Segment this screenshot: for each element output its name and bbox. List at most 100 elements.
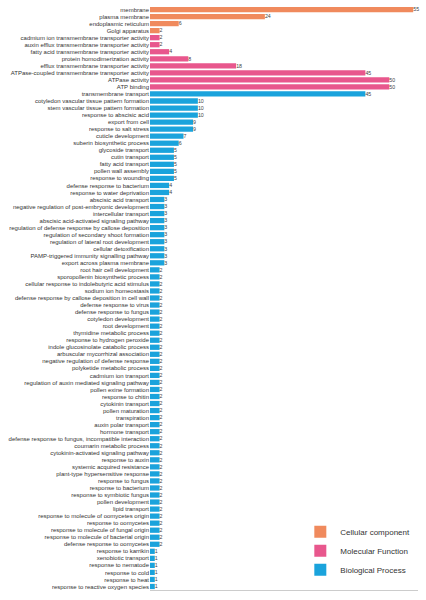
svg-text:transmembrane transport: transmembrane transport [82,91,150,97]
svg-text:4: 4 [169,182,172,188]
svg-text:endoplasmic reticulum: endoplasmic reticulum [89,21,149,27]
svg-text:2: 2 [160,274,163,280]
svg-text:2: 2 [160,492,163,498]
svg-text:10: 10 [198,105,204,111]
svg-text:5: 5 [174,147,177,153]
svg-text:root development: root development [103,323,150,329]
svg-text:Molecular Function: Molecular Function [340,547,408,556]
svg-text:2: 2 [160,323,163,329]
svg-text:3: 3 [164,224,167,230]
svg-text:cellular response to indolebut: cellular response to indolebutyric acid … [25,281,149,287]
svg-text:2: 2 [160,316,163,322]
svg-text:2: 2 [160,27,163,33]
svg-text:2: 2 [160,337,163,343]
svg-text:cytokinin-activated signaling: cytokinin-activated signaling pathway [50,450,149,456]
svg-text:response to bacterium: response to bacterium [90,485,149,491]
svg-text:transpiration: transpiration [116,415,149,421]
svg-text:2: 2 [160,393,163,399]
svg-text:export from cell: export from cell [108,119,149,125]
svg-text:2: 2 [160,534,163,540]
svg-text:response to heat: response to heat [104,577,149,583]
svg-text:response to molecule of bacter: response to molecule of bacterial origin [45,534,149,540]
svg-text:2: 2 [160,421,163,427]
svg-text:9: 9 [193,126,196,132]
svg-text:response to symbiotic fungus: response to symbiotic fungus [71,492,149,498]
svg-text:2: 2 [160,34,163,40]
svg-text:cotyledon development: cotyledon development [87,316,149,322]
svg-text:export across plasma membrane: export across plasma membrane [62,260,150,266]
svg-text:response to abscisic acid: response to abscisic acid [82,112,149,118]
svg-text:3: 3 [164,253,167,259]
svg-text:pollen exine formation: pollen exine formation [90,387,149,393]
svg-text:glycoside transport: glycoside transport [99,147,150,153]
svg-text:polyketide metabolic process: polyketide metabolic process [72,365,149,371]
svg-text:response to oomycetes: response to oomycetes [87,520,149,526]
svg-text:5: 5 [174,161,177,167]
svg-text:2: 2 [160,499,163,505]
svg-text:indole glucosinolate catabolic: indole glucosinolate catabolic process [48,344,149,350]
svg-text:10: 10 [198,112,204,118]
svg-text:2: 2 [160,400,163,406]
svg-text:55: 55 [413,6,419,12]
svg-text:10: 10 [198,98,204,104]
svg-text:50: 50 [389,77,395,83]
svg-text:pollen wall assembly: pollen wall assembly [94,168,149,174]
svg-text:2: 2 [160,541,163,547]
svg-text:1: 1 [155,555,158,561]
svg-text:response to cold: response to cold [105,570,149,576]
svg-text:defense response to virus: defense response to virus [80,302,149,308]
svg-text:1: 1 [155,576,158,582]
svg-text:response to molecule of oomyce: response to molecule of oomycetes origin [38,513,149,519]
svg-text:ATPase-coupled transmembrane t: ATPase-coupled transmembrane transporter… [11,70,149,76]
svg-text:cotyledon vascular tissue patt: cotyledon vascular tissue pattern format… [35,98,149,104]
svg-text:2: 2 [160,506,163,512]
svg-text:lipid transport: lipid transport [113,506,149,512]
svg-text:defense response to oomycetes: defense response to oomycetes [64,541,149,547]
svg-text:cadmium ion transmembrane tran: cadmium ion transmembrane transporter ac… [21,35,149,41]
svg-text:response to hydrogen peroxide: response to hydrogen peroxide [66,337,149,343]
svg-text:6: 6 [179,140,182,146]
svg-text:efflux transmembrane transport: efflux transmembrane transporter activit… [40,63,149,69]
svg-text:xenobiotic transport: xenobiotic transport [97,555,150,561]
svg-text:abscisic acid-activated signal: abscisic acid-activated signaling pathwa… [40,218,149,224]
svg-text:defense response to fungus, in: defense response to fungus, incompatible… [9,436,149,442]
svg-text:2: 2 [160,527,163,533]
svg-text:response to reactive oxygen sp: response to reactive oxygen species [52,584,149,590]
svg-text:response to chitin: response to chitin [102,394,149,400]
svg-text:fatty acid transport: fatty acid transport [100,161,150,167]
svg-text:arbuscular mycorrhizal associa: arbuscular mycorrhizal association [57,351,149,357]
svg-text:2: 2 [160,358,163,364]
svg-text:3: 3 [164,210,167,216]
svg-text:2: 2 [160,414,163,420]
svg-text:defense response by callose de: defense response by callose deposition i… [15,295,149,301]
svg-text:suberin biosynthetic process: suberin biosynthetic process [73,140,149,146]
svg-text:response to fungus: response to fungus [98,478,149,484]
svg-text:5: 5 [174,154,177,160]
svg-text:1: 1 [155,562,158,568]
svg-text:2: 2 [160,435,163,441]
svg-text:cadmium ion transport: cadmium ion transport [90,373,150,379]
svg-text:2: 2 [160,513,163,519]
svg-text:cuticle development: cuticle development [96,133,149,139]
svg-text:2: 2 [160,386,163,392]
svg-text:coumarin metabolic process: coumarin metabolic process [74,443,149,449]
svg-text:intercellular transport: intercellular transport [93,211,149,217]
svg-text:2: 2 [160,428,163,434]
svg-text:1: 1 [155,569,158,575]
svg-text:2: 2 [160,309,163,315]
svg-text:2: 2 [160,302,163,308]
svg-text:regulation of secondary shoot: regulation of secondary shoot formation [44,232,149,238]
svg-text:2: 2 [160,478,163,484]
svg-text:defense response to fungus: defense response to fungus [75,309,149,315]
svg-text:2: 2 [160,372,163,378]
svg-text:5: 5 [174,168,177,174]
svg-text:2: 2 [160,365,163,371]
svg-text:4: 4 [169,189,172,195]
svg-text:2: 2 [160,330,163,336]
svg-text:3: 3 [164,231,167,237]
svg-text:3: 3 [164,260,167,266]
svg-text:regulation of defense response: regulation of defense response by callos… [9,225,149,231]
svg-text:sodium ion homeostasis: sodium ion homeostasis [85,288,149,294]
svg-text:negative regulation of post-em: negative regulation of post-embryonic de… [13,204,149,210]
svg-text:PAMP-triggered immunity signal: PAMP-triggered immunity signalling pathw… [30,253,149,259]
